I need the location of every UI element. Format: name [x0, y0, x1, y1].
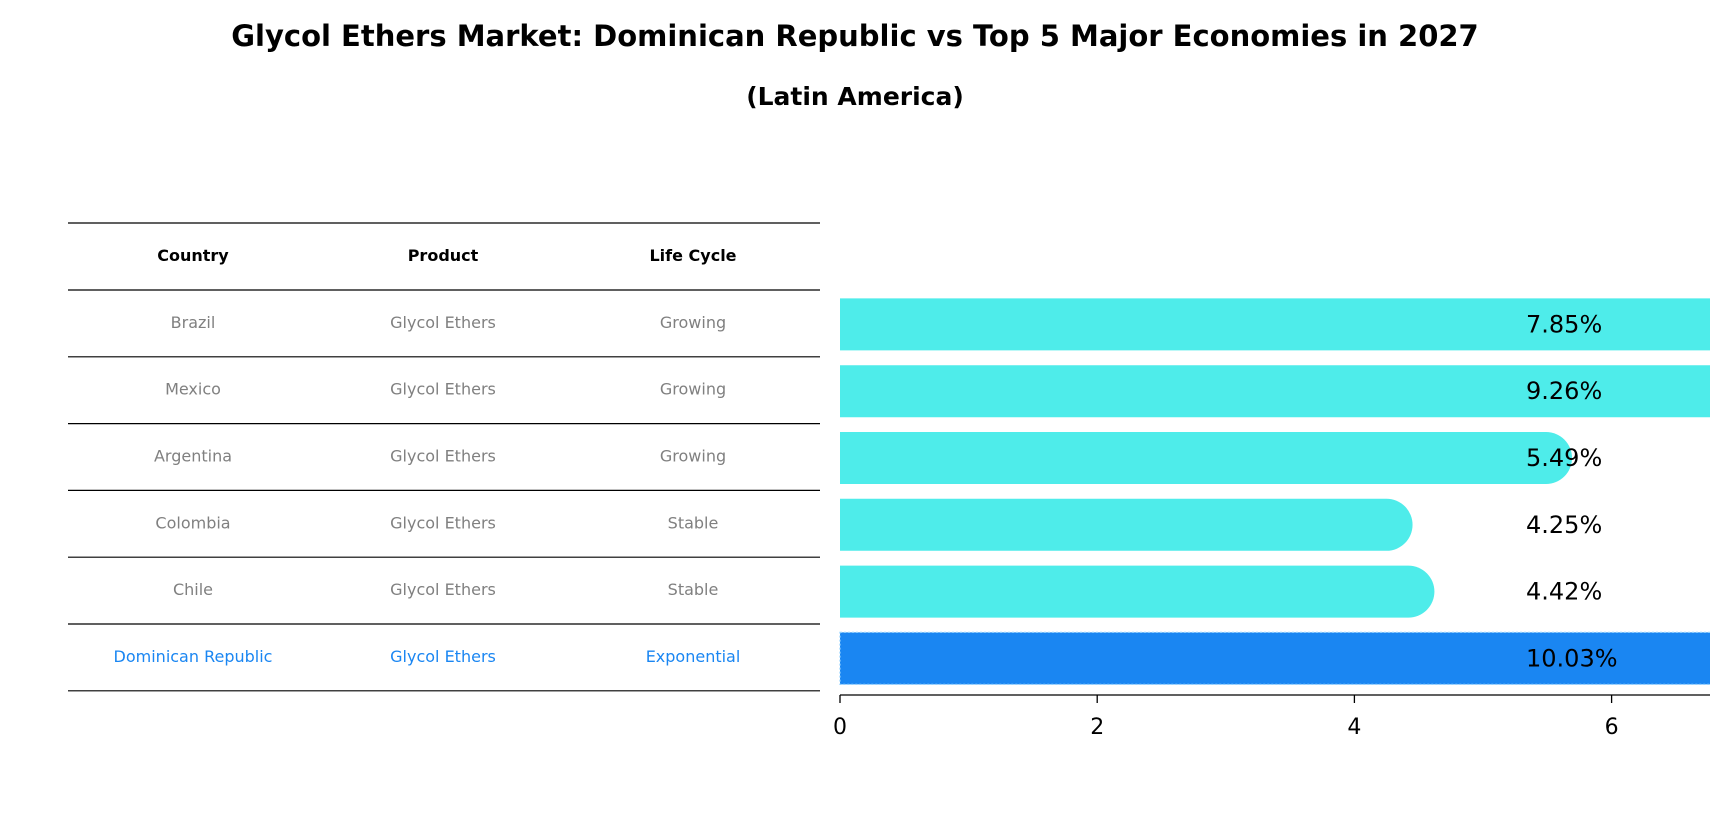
bar-value-label: 10.03%	[1526, 644, 1618, 672]
table-header-cell: Life Cycle	[649, 246, 736, 265]
bar	[840, 298, 1710, 351]
table-cell: Glycol Ethers	[390, 580, 496, 599]
table-header-cell: Product	[408, 246, 479, 265]
table-cell: Stable	[668, 513, 719, 532]
bar-plot: 7.85% 9.26% 5.49% 4.25% 4.42% 10.03%	[839, 298, 1710, 685]
table-cell: Brazil	[171, 313, 216, 332]
data-table: Country Product Life Cycle Brazil Glycol Eth…	[68, 222, 820, 692]
table-cell: Argentina	[154, 447, 232, 466]
bar	[840, 565, 1435, 618]
bar-value-label: 4.25%	[1526, 511, 1602, 539]
table-cell: Glycol Ethers	[390, 647, 496, 666]
table-cell: Glycol Ethers	[390, 447, 496, 466]
bar	[840, 365, 1710, 418]
chart-title: Glycol Ethers Market: Dominican Republic…	[231, 19, 1478, 53]
bar	[839, 631, 1710, 685]
table-cell: Colombia	[155, 513, 230, 532]
x-axis: 0246810	[833, 694, 1710, 740]
x-tick-label: 6	[1605, 715, 1619, 740]
bar	[840, 432, 1573, 484]
table-cell: Growing	[660, 313, 726, 332]
bar	[840, 498, 1413, 551]
table-cell: Mexico	[165, 380, 221, 399]
chart-subtitle: (Latin America)	[746, 82, 964, 111]
bar-value-label: 5.49%	[1526, 444, 1602, 472]
table-cell: Chile	[173, 580, 213, 599]
bar-value-label: 7.85%	[1526, 310, 1602, 338]
table-cell: Stable	[668, 580, 719, 599]
table-cell: Glycol Ethers	[390, 513, 496, 532]
table-cell: Glycol Ethers	[390, 313, 496, 332]
bar-value-label: 4.42%	[1526, 578, 1602, 606]
table-cell: Exponential	[646, 647, 741, 666]
table-cell: Dominican Republic	[114, 647, 273, 666]
table-cell: Glycol Ethers	[390, 380, 496, 399]
x-tick-label: 0	[833, 715, 847, 740]
bar-value-label: 9.26%	[1526, 377, 1602, 405]
table-cell: Growing	[660, 380, 726, 399]
table-cell: Growing	[660, 447, 726, 466]
x-tick-label: 4	[1347, 715, 1361, 740]
table-header-cell: Country	[157, 246, 229, 265]
x-tick-label: 2	[1090, 715, 1104, 740]
